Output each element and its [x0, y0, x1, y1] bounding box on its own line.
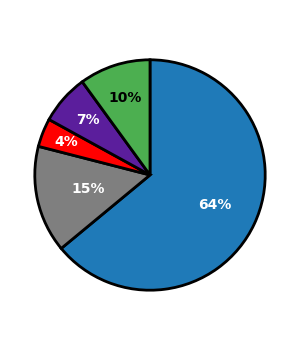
Wedge shape: [49, 82, 150, 175]
Wedge shape: [61, 60, 265, 290]
Text: 10%: 10%: [108, 91, 142, 105]
Text: 4%: 4%: [55, 135, 78, 149]
Text: 64%: 64%: [198, 198, 231, 212]
Wedge shape: [82, 60, 150, 175]
Wedge shape: [38, 119, 150, 175]
Text: 15%: 15%: [71, 182, 105, 196]
Text: 7%: 7%: [76, 113, 100, 127]
Wedge shape: [35, 146, 150, 248]
